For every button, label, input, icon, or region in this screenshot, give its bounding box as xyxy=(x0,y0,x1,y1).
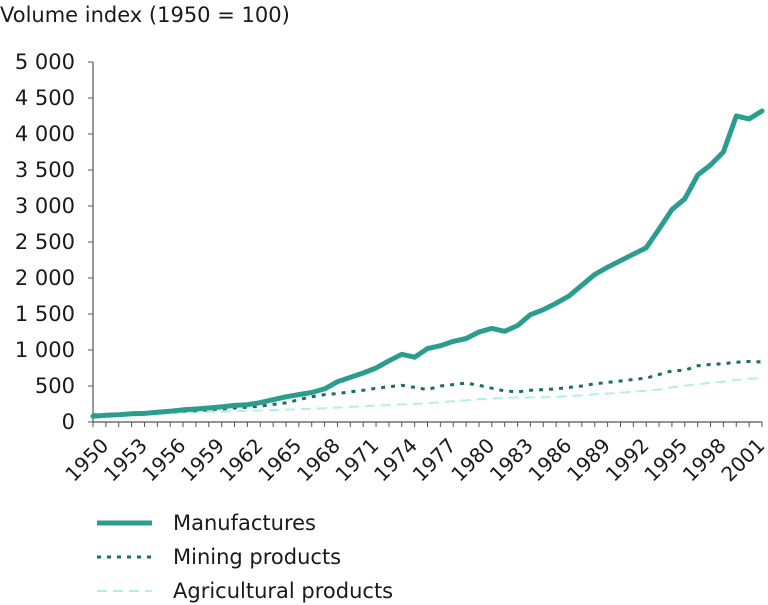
x-axis-ticks: 1950195319561959196219651968197119741977… xyxy=(60,422,768,486)
x-tick-label: 1980 xyxy=(446,433,499,486)
y-tick-label: 4 000 xyxy=(15,122,75,146)
x-tick-label: 1971 xyxy=(330,433,383,486)
y-tick-label: 4 500 xyxy=(15,86,75,110)
y-tick-label: 5 000 xyxy=(15,50,75,74)
x-tick-label: 1968 xyxy=(292,433,345,486)
y-tick-label: 3 500 xyxy=(15,158,75,182)
y-axis-ticks: 0 500 1 000 1 500 2 000 2 500 3 000 3 500 4 000 4… xyxy=(15,50,93,434)
x-tick-label: 1953 xyxy=(99,433,152,486)
x-tick-label: 1962 xyxy=(215,433,268,486)
y-tick-label: 3 000 xyxy=(15,194,75,218)
x-tick-label: 1998 xyxy=(678,433,731,486)
y-tick-label: 2 000 xyxy=(15,266,75,290)
y-tick-label: 1 000 xyxy=(15,338,75,362)
y-tick-label: 0 xyxy=(62,410,75,434)
x-tick-label: 1974 xyxy=(369,433,422,486)
legend-label: Agricultural products xyxy=(173,579,393,603)
y-tick-label: 2 500 xyxy=(15,230,75,254)
x-tick-label: 1965 xyxy=(253,433,306,486)
series-line-manufactures xyxy=(90,108,765,419)
legend-label: Manufactures xyxy=(173,511,316,535)
y-tick-label: 500 xyxy=(35,374,75,398)
x-tick-label: 1992 xyxy=(601,433,654,486)
x-tick-label: 1959 xyxy=(176,433,229,486)
x-tick-label: 1989 xyxy=(562,433,615,486)
x-tick-label: 1995 xyxy=(639,433,692,486)
x-tick-label: 1956 xyxy=(138,433,191,486)
x-tick-label: 1983 xyxy=(485,433,538,486)
series-lines xyxy=(90,108,765,419)
x-tick-label: 2001 xyxy=(716,433,768,486)
x-tick-label: 1977 xyxy=(408,433,461,486)
legend-label: Mining products xyxy=(173,545,341,569)
y-tick-label: 1 500 xyxy=(15,302,75,326)
axes xyxy=(92,62,762,423)
y-axis-label: Volume index (1950 = 100) xyxy=(0,3,290,27)
x-tick-label: 1950 xyxy=(60,433,113,486)
legend: Manufactures Mining products Agricultural … xyxy=(97,511,393,603)
x-tick-label: 1986 xyxy=(523,433,576,486)
